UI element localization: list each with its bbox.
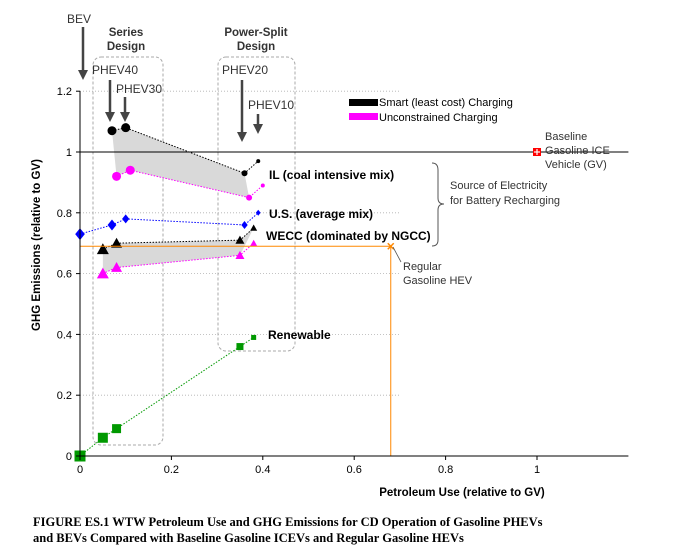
series-2-point-1: [112, 171, 122, 181]
phev40-label: PHEV40: [92, 63, 138, 77]
series-1-point-1: [107, 126, 117, 136]
y-tick-label-6: 1.2: [57, 86, 72, 98]
series-2-point-4: [260, 183, 265, 188]
baseline-label-line3: Vehicle (GV): [545, 159, 607, 171]
y-tick-label-0: 0: [66, 451, 72, 463]
series-line-2: [116, 169, 264, 199]
series-line-5: [102, 242, 254, 275]
series-5-point-4: [250, 239, 258, 246]
x-tick-label-3: 0.6: [347, 464, 362, 476]
series-5-point-1: [96, 267, 109, 279]
wecc-label: WECC (dominated by NGCC): [266, 229, 431, 243]
series-line-3: [79, 212, 259, 235]
caption-line1: FIGURE ES.1 WTW Petroleum Use and GHG Em…: [33, 515, 543, 529]
series-1-point-3: [241, 170, 248, 177]
series-1-point-4: [256, 159, 261, 164]
bev-arrowhead: [78, 70, 88, 80]
baseline-label-line2: Gasoline ICE: [545, 145, 610, 157]
series-4-point-3: [235, 235, 245, 244]
bev-label: BEV: [67, 12, 91, 26]
source-bracket: [431, 162, 445, 247]
hev-label-line2: Gasoline HEV: [403, 275, 473, 287]
renewable-label: Renewable: [268, 328, 331, 342]
x-tick-label-1: 0.2: [164, 464, 179, 476]
shaded-band-1: [111, 127, 250, 198]
legend-label-smart: Smart (least cost) Charging: [379, 97, 513, 109]
series-3-point-5: [255, 209, 261, 216]
series-line-1: [111, 127, 259, 174]
series-5-point-2: [111, 262, 123, 272]
series-6-point-4: [236, 343, 244, 351]
caption-line2: and BEVs Compared with Baseline Gasoline…: [33, 531, 464, 545]
series-5-point-3: [235, 250, 245, 259]
series-design-line1: Series: [109, 27, 144, 39]
series-design-line2: Design: [107, 41, 145, 53]
x-tick-label-2: 0.4: [255, 464, 270, 476]
series-2-point-3: [246, 194, 253, 201]
y-tick-label-2: 0.4: [57, 329, 72, 341]
x-tick-label-4: 0.8: [438, 464, 453, 476]
shaded-band-2: [102, 228, 254, 274]
x-tick-label-0: 0: [77, 464, 83, 476]
y-tick-label-5: 1: [66, 147, 72, 159]
phev10-label: PHEV10: [248, 98, 294, 112]
figure-caption: FIGURE ES.1 WTW Petroleum Use and GHG Em…: [33, 514, 673, 546]
series-3-point-3: [122, 214, 130, 224]
series-1-point-2: [121, 123, 131, 133]
phev20-label: PHEV20: [222, 63, 268, 77]
series-6-point-3: [112, 424, 122, 434]
phev40-arrowhead: [105, 112, 115, 122]
phev30-arrowhead: [120, 112, 130, 122]
y-tick-label-1: 0.2: [57, 390, 72, 402]
legend: Smart (least cost) Charging Unconstraine…: [349, 97, 513, 124]
phev20-arrowhead: [237, 132, 247, 142]
y-tick-label-4: 0.8: [57, 208, 72, 220]
chart: 0 0.2 0.4 0.6 0.8 1 0 0.2 0.4 0.6 0.8 1 1.2 Smart (l…: [31, 12, 629, 499]
x-axis-title: Petroleum Use (relative to GV): [379, 487, 545, 499]
legend-label-unconstrained: Unconstrained Charging: [379, 112, 498, 124]
phev10-arrowhead: [253, 124, 263, 134]
series-4-point-4: [250, 224, 258, 231]
phev30-label: PHEV30: [116, 82, 162, 96]
series-2-point-2: [125, 165, 135, 175]
source-label-line2: for Battery Recharging: [450, 195, 560, 207]
series-6-point-2: [97, 432, 108, 443]
us-label: U.S. (average mix): [269, 207, 373, 221]
legend-swatch-unconstrained: [349, 113, 378, 120]
power-split-line1: Power-Split: [224, 27, 287, 39]
series-3-point-2: [107, 219, 117, 231]
il-label: IL (coal intensive mix): [269, 168, 394, 182]
y-tick-label-3: 0.6: [57, 269, 72, 281]
series-6-point-5: [251, 334, 257, 340]
x-tick-label-5: 1: [534, 464, 540, 476]
power-split-line2: Design: [237, 41, 275, 53]
legend-swatch-smart: [349, 99, 378, 106]
series-3-point-4: [241, 220, 248, 229]
hev-leader-line: [392, 246, 402, 263]
hev-label-line1: Regular: [403, 261, 442, 273]
power-split-design-box: [217, 56, 296, 352]
source-label-line1: Source of Electricity: [450, 180, 548, 192]
hev-marker-b: [387, 242, 395, 250]
series-4-point-2: [111, 237, 123, 248]
series-4-point-1: [96, 243, 109, 255]
baseline-label-line1: Baseline: [545, 131, 587, 143]
y-axis-title: GHG Emissions (relative to GV): [31, 159, 43, 331]
